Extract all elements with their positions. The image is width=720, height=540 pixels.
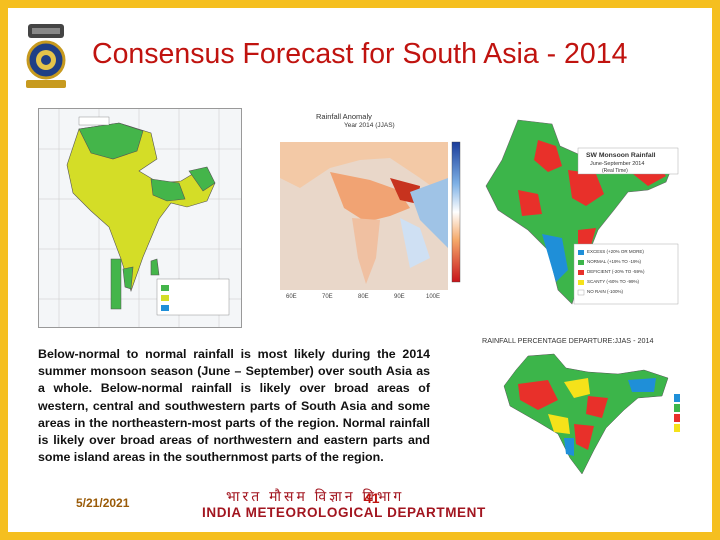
dept-name-english: INDIA METEOROLOGICAL DEPARTMENT [202,505,486,520]
consensus-outlook-map [38,108,242,328]
anomaly-subtitle: Year 2014 (JJAS) [344,122,395,129]
anomaly-title: Rainfall Anomaly [316,112,372,121]
slide-date: 5/21/2021 [76,496,130,510]
slide-title: Consensus Forecast for South Asia - 2014 [92,38,628,70]
monsoon-legend-note: (Real Time) [602,168,628,174]
anomaly-xtick: 80E [358,294,369,300]
legend-item: SCANTY (-60% TO -99%) [587,279,640,284]
imd-emblem-logo [26,24,66,88]
forecast-description: Below-normal to normal rainfall is most … [38,347,430,465]
anomaly-xtick: 90E [394,294,405,300]
anomaly-xtick: 60E [286,294,297,300]
sw-monsoon-rainfall-map: SW Monsoon Rainfall June-September 2014 … [478,110,690,332]
legend-item: NO RAIN (-100%) [587,289,624,294]
monsoon-legend-title: SW Monsoon Rainfall [586,152,656,159]
monsoon-legend-subtitle: June-September 2014 [590,161,645,167]
anomaly-xtick: 70E [322,294,333,300]
rainfall-departure-map: RAINFALL PERCENTAGE DEPARTURE:JJAS - 201… [478,334,694,478]
departure-map-title: RAINFALL PERCENTAGE DEPARTURE:JJAS - 201… [482,336,654,345]
anomaly-xtick: 100E [426,294,441,300]
rainfall-anomaly-map: Rainfall Anomaly Year 2014 (JJAS) 60E 70… [270,108,468,308]
legend-item: NORMAL (+19% TO -19%) [587,259,642,264]
legend-item: EXCESS (+20% OR MORE) [587,249,644,254]
page-number: 41 [364,490,380,506]
dept-name-hindi: भारत मौसम विज्ञान विभाग [226,488,405,504]
legend-item: DEFICIENT (-20% TO -59%) [587,269,645,274]
